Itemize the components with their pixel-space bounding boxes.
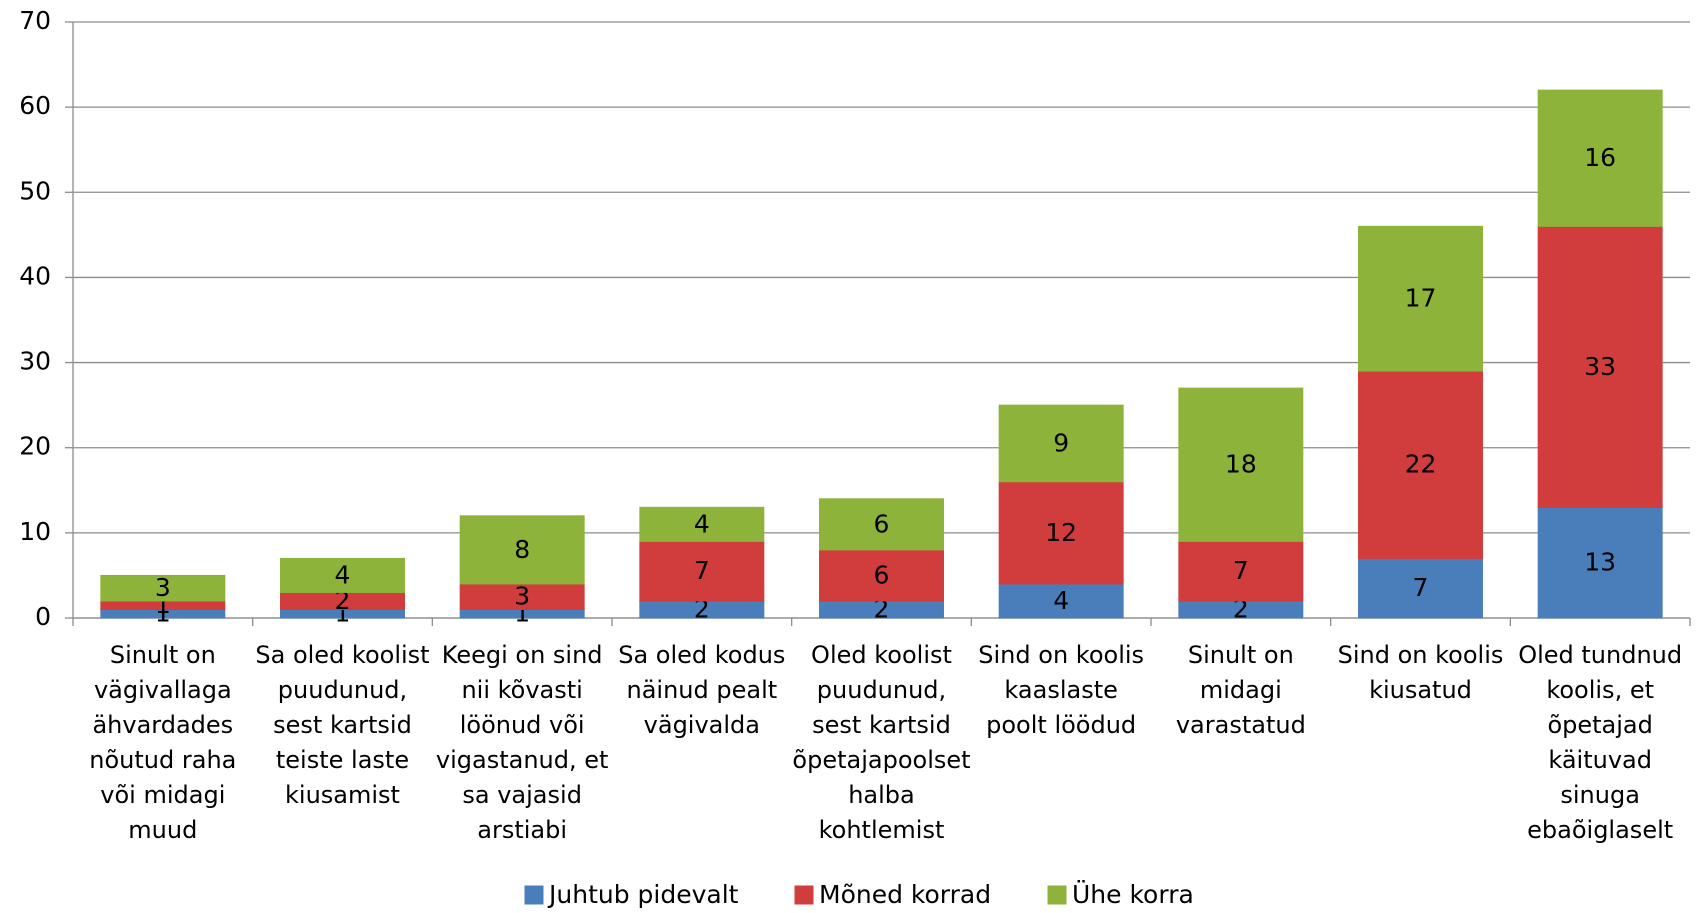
x-tick-label: Sinult on vägivallaga ähvardades nõutud … <box>89 641 237 844</box>
data-label: 12 <box>1045 518 1077 547</box>
x-tick-label: Keegi on sind nii kõvasti löönud või vig… <box>435 641 609 844</box>
bar-segment <box>100 574 226 602</box>
bar-segment <box>1537 89 1663 227</box>
bar-segment <box>819 498 944 551</box>
bar-segment <box>280 557 405 593</box>
data-label: 16 <box>1584 143 1616 172</box>
legend-label: Ühe korra <box>1072 880 1194 909</box>
data-label: 7 <box>1413 573 1429 602</box>
data-label: 4 <box>335 560 351 589</box>
legend-swatch <box>1047 885 1067 905</box>
y-tick-label: 0 <box>35 602 51 631</box>
bar-segment <box>1178 387 1304 542</box>
bar-segment <box>1358 370 1483 559</box>
data-label: 6 <box>874 509 890 538</box>
y-tick-label: 30 <box>19 347 51 376</box>
data-label: 6 <box>874 560 890 589</box>
legend-label: Juhtub pidevalt <box>547 880 739 909</box>
y-tick-label: 50 <box>19 176 51 205</box>
bar-segment <box>1537 506 1663 619</box>
legend-swatch <box>794 885 814 905</box>
data-label: 2 <box>1233 594 1249 623</box>
data-label: 2 <box>694 594 710 623</box>
bar-segment <box>1178 540 1304 602</box>
data-label: 4 <box>694 509 710 538</box>
y-tick-label: 20 <box>19 432 51 461</box>
data-label: 7 <box>694 556 710 585</box>
x-tick-label: Sa oled koolist puudunud, sest kartsid t… <box>255 641 430 809</box>
y-tick-label: 70 <box>19 6 51 35</box>
bar-segment <box>998 404 1124 483</box>
data-label: 8 <box>514 535 530 564</box>
x-tick-label: Sinult on midagi varastatud <box>1175 641 1306 739</box>
data-label: 3 <box>155 573 171 602</box>
x-tick-label: Sind on koolis kaaslaste poolt löödud <box>978 641 1145 739</box>
bar-segment <box>459 515 585 585</box>
x-tick-label: Sa oled kodus näinud pealt vägivalda <box>618 641 786 739</box>
data-label: 22 <box>1405 450 1437 479</box>
y-tick-label: 10 <box>19 517 51 546</box>
bar-segment <box>819 549 944 602</box>
legend-swatch <box>524 885 544 905</box>
data-label: 2 <box>335 586 351 615</box>
bar-segment <box>1358 557 1483 619</box>
bar-segment <box>639 540 765 602</box>
data-label: 3 <box>514 582 530 611</box>
x-tick-label: Oled koolist puudunud, sest kartsid õpet… <box>792 641 971 844</box>
bar-segment <box>459 583 585 610</box>
bar-segment <box>639 506 765 542</box>
data-label: 18 <box>1225 450 1257 479</box>
data-label: 33 <box>1584 352 1616 381</box>
y-tick-label: 40 <box>19 261 51 290</box>
data-label: 9 <box>1053 428 1069 457</box>
x-tick-label: Sind on koolis kiusatud <box>1337 641 1504 704</box>
bar-segment <box>998 481 1124 585</box>
x-tick-label: Oled tundnud koolis, et õpetajad käituva… <box>1518 641 1683 844</box>
data-label: 7 <box>1233 556 1249 585</box>
data-label: 13 <box>1584 548 1616 577</box>
bar-segment <box>1358 225 1483 372</box>
bar-segment <box>998 583 1124 619</box>
legend-label: Mõned korrad <box>819 880 991 909</box>
data-label: 17 <box>1405 284 1437 313</box>
y-tick-label: 60 <box>19 91 51 120</box>
bar-segment <box>1537 225 1663 508</box>
data-label: 2 <box>874 594 890 623</box>
data-label: 4 <box>1053 586 1069 615</box>
